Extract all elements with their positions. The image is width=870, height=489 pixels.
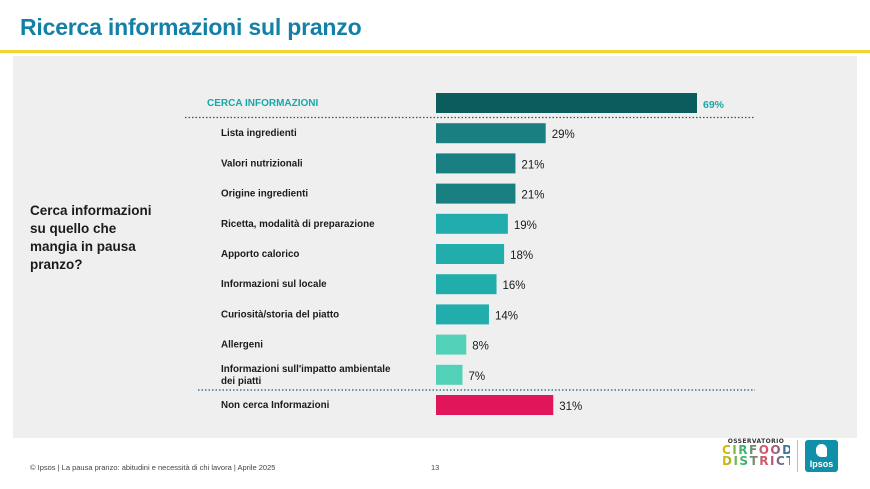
ipsos-mark-icon — [816, 444, 827, 457]
chart-panel — [13, 56, 857, 438]
category-label-10: Non cerca Informazioni — [221, 400, 330, 411]
value-label-9: 7% — [468, 371, 485, 383]
bar-5 — [436, 244, 505, 264]
bar-4 — [436, 213, 508, 234]
value-label-1: 29% — [552, 129, 575, 141]
value-label-2: 21% — [521, 159, 544, 171]
ipsos-logo-text: Ipsos — [809, 459, 834, 469]
category-label-3: Origine ingredienti — [221, 189, 308, 200]
category-label-1: Lista ingredienti — [221, 128, 297, 139]
value-label-10: 31% — [559, 401, 582, 413]
bar-3 — [436, 183, 516, 204]
value-label-7: 14% — [495, 310, 518, 322]
category-label-7: Curiosità/storia del piatto — [221, 309, 339, 320]
category-label-9: Informazioni sull'impatto ambientale dei … — [221, 364, 391, 387]
value-label-3: 21% — [521, 190, 544, 202]
category-label-5: Apporto calorico — [221, 249, 299, 260]
logo-cirfood-text: CIRFOOD — [722, 443, 794, 457]
value-label-6: 16% — [503, 280, 526, 292]
logo-divider — [797, 440, 798, 472]
page-title: Ricerca informazioni sul pranzo — [20, 14, 362, 40]
category-label-4: Ricetta, modalità di preparazione — [221, 219, 375, 230]
value-label-0: 69% — [703, 99, 725, 111]
bar-1 — [436, 123, 546, 144]
survey-question: Cerca informazioni su quello che mangia … — [30, 203, 152, 272]
value-label-4: 19% — [514, 220, 537, 232]
logo-district-text: DISTRICT — [722, 454, 796, 468]
category-label-6: Informazioni sul locale — [221, 279, 327, 290]
logo-observatory-text: OSSERVATORIO — [727, 438, 785, 445]
bar-7 — [436, 304, 489, 325]
category-label-2: Valori nutrizionali — [221, 158, 303, 169]
bar-6 — [436, 274, 497, 295]
page-number: 13 — [431, 463, 440, 472]
value-label-5: 18% — [510, 250, 533, 262]
category-label-0: CERCA INFORMAZIONI — [207, 98, 319, 109]
footer-credit: © Ipsos | La pausa pranzo: abitudini e n… — [30, 463, 276, 472]
bar-8 — [436, 334, 467, 355]
value-label-8: 8% — [472, 341, 489, 353]
category-label-8: Allergeni — [221, 340, 263, 351]
bar-9 — [436, 364, 463, 385]
ipsos-logo: Ipsos — [805, 440, 838, 472]
bar-10 — [436, 395, 554, 415]
title-rule — [0, 50, 870, 53]
cirfood-district-logo: OSSERVATORIO CIRFOOD DISTRICT — [722, 438, 796, 468]
bar-2 — [436, 153, 516, 174]
bar-0 — [436, 93, 697, 113]
